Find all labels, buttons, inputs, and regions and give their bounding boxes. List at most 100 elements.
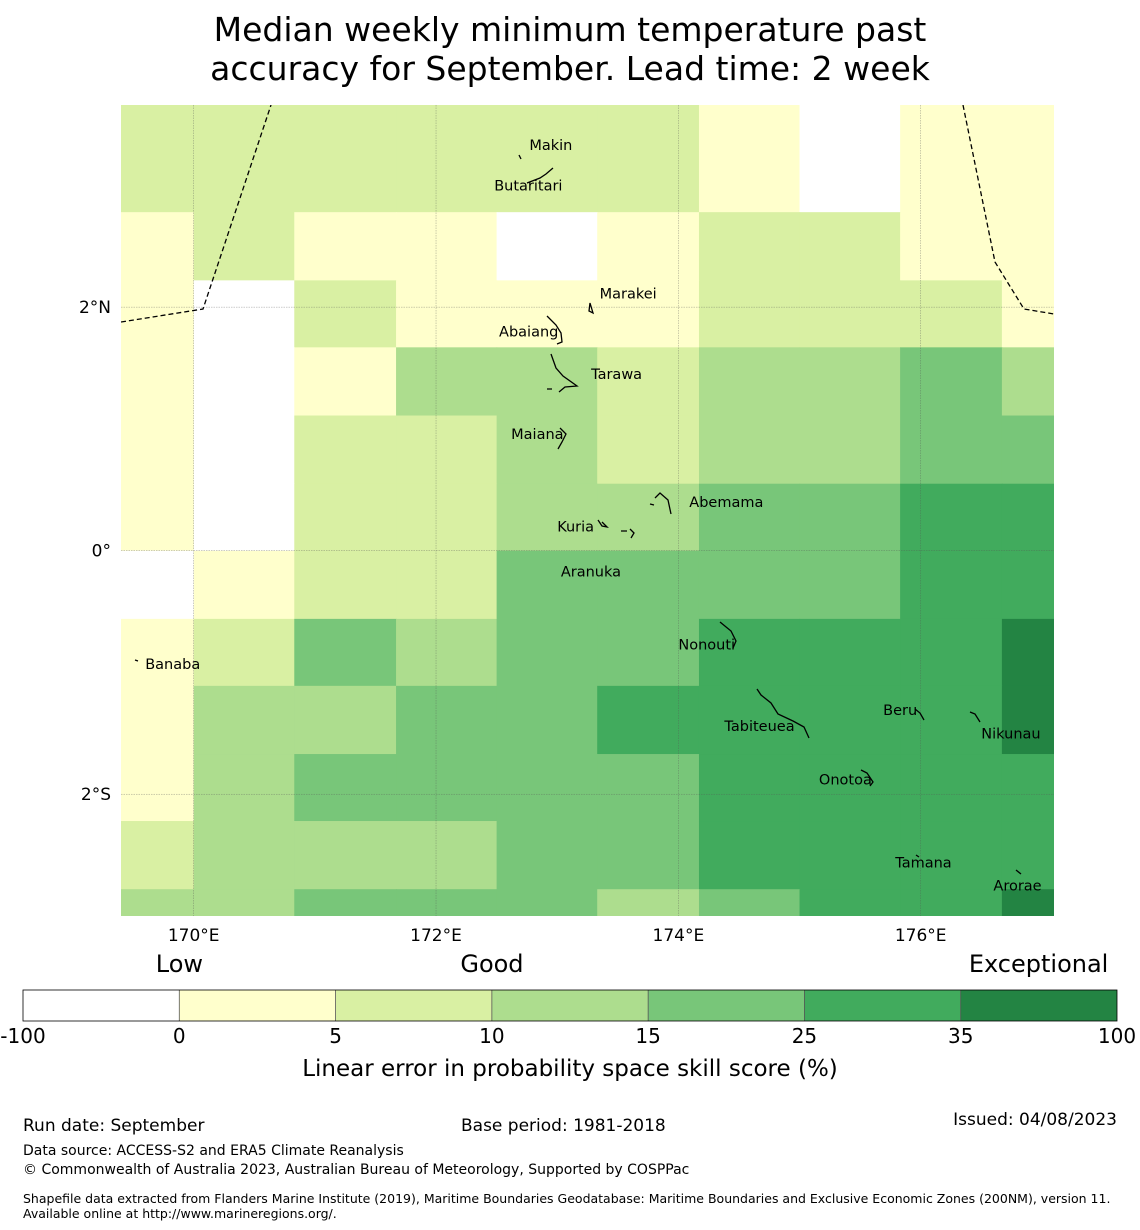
grid-cell (900, 280, 1003, 348)
grid-cell (396, 754, 498, 822)
colorbar-bin (179, 990, 336, 1021)
island-abemama (649, 492, 672, 515)
grid-cell (193, 415, 295, 485)
grid-cell (294, 889, 397, 916)
grid-cell (496, 685, 598, 755)
place-label: Abaiang (499, 324, 558, 340)
island-outlines (134, 154, 1022, 875)
grid-cell (799, 415, 901, 485)
island-makin (518, 154, 522, 160)
grid-cell (597, 415, 700, 485)
grid-cell (396, 105, 498, 213)
eez-boundaries (121, 105, 1054, 323)
colorbar-bin (335, 990, 492, 1021)
colorbar-tick-label: 100 (1098, 1024, 1136, 1048)
grid-cell (698, 105, 801, 213)
grid-cell (1001, 754, 1054, 822)
grid-cell (121, 685, 195, 755)
grid-cell (193, 685, 295, 755)
island-nonouti (719, 621, 737, 649)
x-tick-label: 170°E (168, 926, 220, 946)
place-labels: Makin Butaritari Marakei Abaiang Tarawa Maian… (145, 138, 1041, 894)
grid-cell (900, 550, 1003, 620)
place-label: Beru (883, 703, 917, 719)
grid-cell (193, 754, 295, 822)
grid-cell (294, 618, 397, 687)
grid-cell (1001, 618, 1054, 687)
grid-cell (121, 212, 195, 281)
place-label: Makin (529, 138, 572, 154)
grid-cell (597, 347, 700, 417)
grid-cell (294, 821, 397, 890)
shapefile-credit: Shapefile data extracted from Flanders M… (23, 1191, 1111, 1221)
grid-cell (121, 550, 195, 620)
grid-cell (799, 483, 901, 552)
grid-cell (193, 105, 295, 213)
grid-cell (698, 685, 801, 755)
map-title-line-1: Median weekly minimum temperature past (213, 10, 927, 49)
grid-cell (193, 483, 295, 552)
colorbar-category-good: Good (460, 950, 524, 978)
grid-cell (121, 415, 195, 485)
colorbar-label: Linear error in probability space skill … (302, 1056, 838, 1082)
island-nikunau (969, 711, 981, 723)
grid-cell (1001, 685, 1054, 755)
grid-cell (799, 889, 901, 916)
grid-cell (396, 280, 498, 348)
grid-cell (900, 754, 1003, 822)
island-banaba (134, 659, 139, 662)
grid-cell (597, 685, 700, 755)
colorbar-tick-label: 25 (792, 1024, 817, 1048)
island-tabiteuea (756, 688, 810, 739)
grid-cell (294, 550, 397, 620)
grid-cell (294, 105, 397, 213)
grid-cell (121, 889, 195, 916)
grid-cell (1001, 483, 1054, 552)
grid-cell (698, 347, 801, 417)
grid-cell (799, 754, 901, 822)
place-label: Tabiteuea (723, 719, 794, 735)
y-tick-label: 2°S (81, 785, 111, 805)
grid-cell (597, 889, 700, 916)
grid-cell (698, 212, 801, 281)
grid-cell (496, 105, 598, 213)
map-title-line-2: accuracy for September. Lead time: 2 wee… (210, 49, 930, 88)
island-butaritari (526, 167, 554, 184)
grid-cell (121, 483, 195, 552)
grid-cell (698, 821, 801, 890)
grid-cell (121, 618, 195, 687)
place-label: Abemama (689, 495, 763, 511)
colorbar-bin (23, 990, 180, 1021)
grid-cell (396, 212, 498, 281)
grid-cell (799, 685, 901, 755)
y-tick-label: 2°N (79, 298, 111, 318)
grid-cell (799, 280, 901, 348)
grid-cell (496, 754, 598, 822)
grid-cell (496, 415, 598, 485)
grid-cell (597, 550, 700, 620)
place-label: Nikunau (981, 726, 1040, 742)
island-onotoa (860, 769, 874, 787)
grid-cell (1001, 889, 1054, 916)
grid-cell (294, 415, 397, 485)
grid-cell (900, 618, 1003, 687)
grid-cell (597, 821, 700, 890)
grid-cell (294, 280, 397, 348)
grid-cell (121, 280, 195, 348)
grid-cell (1001, 280, 1054, 348)
grid-cell (121, 105, 195, 213)
island-kuria (597, 519, 609, 529)
place-label: Onotoa (819, 773, 872, 789)
grid-cell (121, 821, 195, 890)
colorbar-tick-label: 0 (173, 1024, 186, 1048)
colorbar-bin (648, 990, 805, 1021)
island-marakei (588, 302, 595, 315)
grid-cell (799, 105, 901, 213)
grid-cell (1001, 105, 1054, 213)
grid-cell (294, 685, 397, 755)
grid-cell (496, 618, 598, 687)
grid-cell (294, 483, 397, 552)
base-period: Base period: 1981-2018 (461, 1116, 666, 1136)
grid-cell (597, 105, 700, 213)
grid-cell (193, 618, 295, 687)
